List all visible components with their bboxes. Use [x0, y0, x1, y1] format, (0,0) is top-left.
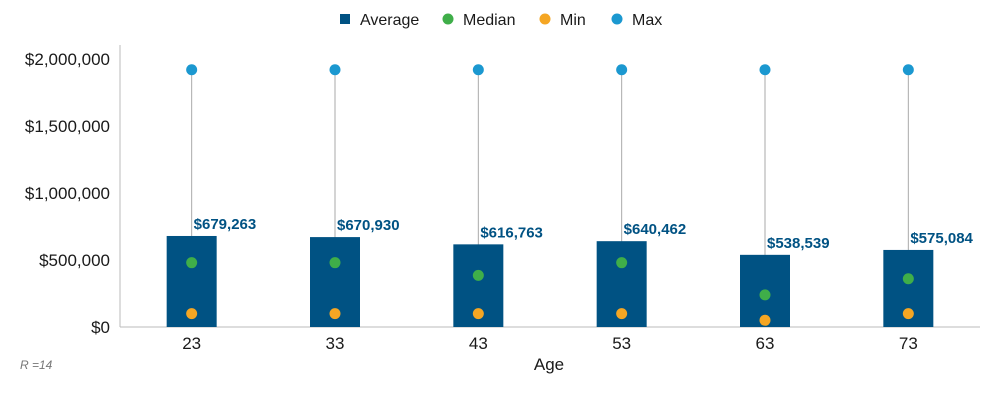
legend-marker-min	[539, 13, 551, 25]
legend-label-min: Min	[560, 12, 586, 29]
average-data-label: $616,763	[480, 224, 543, 241]
average-data-label: $670,930	[337, 217, 400, 234]
median-point	[902, 273, 914, 285]
sample-size-note: R =14	[20, 358, 53, 372]
legend-label-average: Average	[360, 12, 419, 29]
average-data-label: $679,263	[194, 216, 257, 233]
average-data-label: $640,462	[624, 221, 687, 238]
points	[186, 64, 914, 326]
data-labels: $679,263 $670,930 $616,763 $640,462 $538,539…	[194, 216, 974, 252]
min-point	[759, 314, 771, 326]
legend-marker-max	[611, 13, 623, 25]
y-tick-label: $0	[91, 318, 110, 337]
y-tick-label: $2,000,000	[25, 50, 110, 69]
median-point	[472, 269, 484, 281]
y-tick-label: $1,000,000	[25, 184, 110, 203]
max-point	[186, 64, 198, 76]
x-tick-label: 73	[899, 334, 918, 353]
min-point	[616, 308, 628, 320]
legend-marker-median	[442, 13, 454, 25]
median-point	[616, 257, 628, 269]
min-point	[329, 308, 341, 320]
max-point	[759, 64, 771, 76]
min-point	[472, 308, 484, 320]
x-tick-label: 63	[756, 334, 775, 353]
max-point	[329, 64, 341, 76]
min-point	[186, 308, 198, 320]
min-point	[902, 308, 914, 320]
whiskers	[191, 69, 909, 321]
median-point	[329, 257, 341, 269]
legend-label-median: Median	[463, 12, 515, 29]
max-point	[902, 64, 914, 76]
legend-label-max: Max	[632, 12, 662, 29]
legend-marker-average	[340, 14, 350, 24]
x-axis: 23 33 43 53 63 73	[120, 326, 980, 353]
x-tick-label: 33	[326, 334, 345, 353]
median-point	[186, 257, 198, 269]
average-data-label: $575,084	[910, 230, 973, 247]
x-axis-title: Age	[534, 355, 564, 374]
legend: Average Median Min Max	[340, 12, 662, 29]
median-point	[759, 289, 771, 301]
x-tick-label: 23	[182, 334, 201, 353]
max-point	[616, 64, 628, 76]
x-tick-label: 43	[469, 334, 488, 353]
y-tick-label: $1,500,000	[25, 117, 110, 136]
y-tick-label: $500,000	[39, 251, 110, 270]
x-tick-label: 53	[612, 334, 631, 353]
max-point	[472, 64, 484, 76]
average-data-label: $538,539	[767, 235, 830, 252]
y-axis: $0 $500,000 $1,000,000 $1,500,000 $2,000,000	[25, 45, 121, 337]
